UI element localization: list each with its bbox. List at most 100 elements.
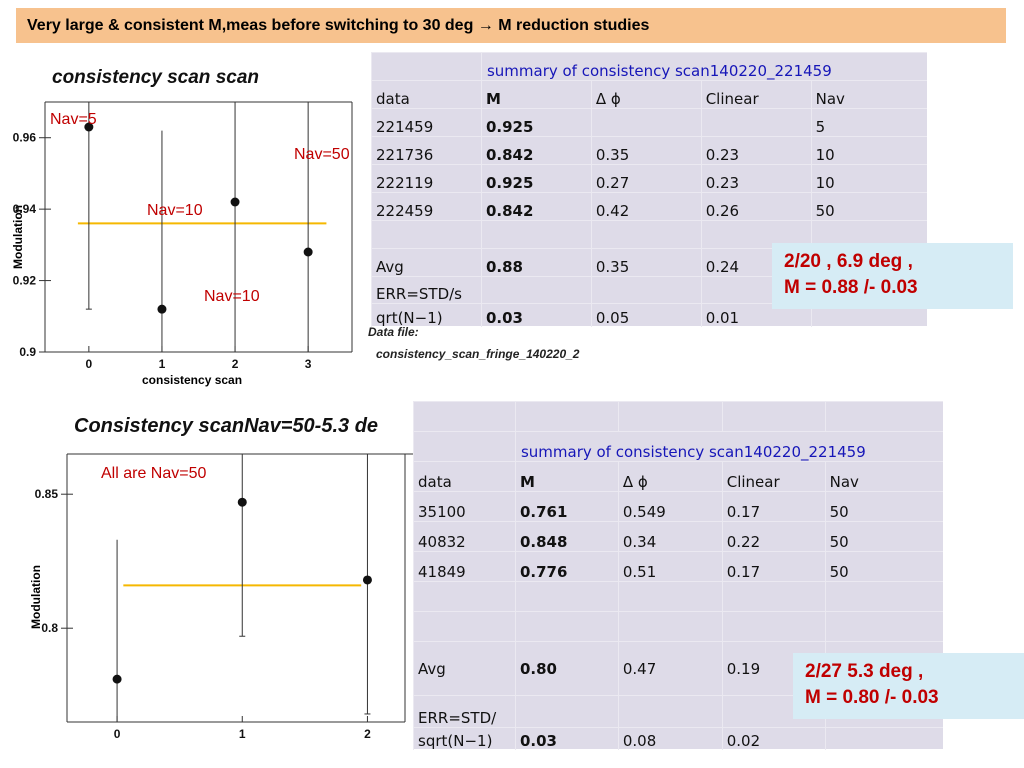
y-tick-label: 0.9 — [19, 345, 36, 359]
cell: 0.842 — [480, 192, 592, 221]
data-file-name: consistency_scan_fringe_140220_2 — [376, 347, 580, 361]
cell: 40832 — [413, 521, 516, 552]
cell: Avg — [371, 248, 482, 277]
data-file-label: Data file: — [368, 325, 419, 339]
summary-box-1: 2/20 , 6.9 deg , M = 0.88 /- 0.03 — [772, 243, 1013, 309]
y-tick-label: 0.85 — [35, 487, 59, 501]
cell: 0.03 — [480, 303, 592, 327]
cell: 0.17 — [721, 491, 826, 522]
cell: 0.05 — [590, 303, 702, 327]
cell: 0.35 — [590, 248, 702, 277]
data-point — [362, 575, 372, 585]
cell: 0.08 — [617, 727, 723, 750]
table-header-row: data M Δ ϕ Clinear Nav — [371, 80, 927, 109]
y-tick-label: 0.94 — [13, 202, 37, 216]
cell: 0.26 — [700, 192, 812, 221]
summary-line-1: 2/20 , 6.9 deg , — [784, 251, 913, 272]
slide-title: Very large & consistent M,meas before sw… — [16, 8, 1006, 43]
cell: 0.23 — [700, 164, 812, 193]
cell: 0.842 — [480, 136, 592, 165]
header-dphi: Δ ϕ — [617, 461, 723, 492]
x-tick-label: 2 — [364, 727, 371, 741]
cell: 0.03 — [514, 727, 619, 750]
summary-line-1: 2/27 5.3 deg , — [805, 661, 924, 682]
cell: 0.549 — [617, 491, 723, 522]
cell: 0.27 — [590, 164, 702, 193]
annotation-nav5: Nav=5 — [50, 111, 97, 128]
table-row: 222459 0.842 0.42 0.26 50 — [371, 192, 927, 221]
cell: 0.34 — [617, 521, 723, 552]
cell: 0.776 — [514, 551, 619, 582]
header-m: M — [480, 80, 592, 109]
cell: 0.47 — [617, 641, 723, 696]
cell: 5 — [810, 108, 927, 137]
y-tick-label: 0.8 — [41, 621, 58, 635]
cell: 0.80 — [514, 641, 619, 696]
cell: 0.35 — [590, 136, 702, 165]
data-point — [237, 497, 247, 507]
consistency-scan-chart: consistency scan scan Modulation consist… — [0, 55, 370, 395]
header-data: data — [371, 80, 482, 109]
err-row: sqrt(N−1) 0.03 0.08 0.02 — [413, 727, 943, 750]
cell: qrt(N−1) — [371, 303, 482, 327]
cell: 10 — [810, 136, 927, 165]
data-point — [230, 197, 240, 207]
table-row: 40832 0.848 0.34 0.22 50 — [413, 521, 943, 552]
cell: 50 — [810, 192, 927, 221]
cell — [700, 108, 812, 137]
x-tick-label: 0 — [114, 727, 121, 741]
table-row: 35100 0.761 0.549 0.17 50 — [413, 491, 943, 522]
cell: 0.01 — [700, 303, 812, 327]
summary-line-2: M = 0.80 /- 0.03 — [805, 687, 939, 708]
y-tick-label: 0.92 — [13, 274, 37, 288]
header-m: M — [514, 461, 619, 492]
cell: ERR=STD/ — [413, 695, 516, 728]
cell: 0.42 — [590, 192, 702, 221]
cell: 0.02 — [721, 727, 826, 750]
cell: 0.17 — [721, 551, 826, 582]
data-point — [112, 674, 122, 684]
cell: 0.23 — [700, 136, 812, 165]
cell: 0.51 — [617, 551, 723, 582]
x-tick-label: 1 — [159, 357, 166, 371]
x-tick-label: 1 — [239, 727, 246, 741]
cell: 35100 — [413, 491, 516, 522]
chart-plot-area: 0.8 0.85 0 1 2 — [35, 453, 413, 741]
data-point — [84, 122, 94, 132]
summary-box-2: 2/27 5.3 deg , M = 0.80 /- 0.03 — [793, 653, 1024, 719]
table-row: 221736 0.842 0.35 0.23 10 — [371, 136, 927, 165]
consistency-scan-nav50-chart: Consistency scanNav=50-5.3 de Modulation… — [0, 410, 420, 768]
annotation-nav50: Nav=50 — [294, 146, 350, 163]
table-row: 222119 0.925 0.27 0.23 10 — [371, 164, 927, 193]
annotation-nav10-a: Nav=10 — [147, 202, 203, 219]
cell: 50 — [824, 551, 943, 582]
cell: 50 — [824, 491, 943, 522]
cell: 0.761 — [514, 491, 619, 522]
err-row: qrt(N−1) 0.03 0.05 0.01 — [371, 303, 927, 327]
cell: 0.848 — [514, 521, 619, 552]
chart-plot-area: 0.9 0.92 0.94 0.96 0 1 2 3 — [13, 101, 353, 371]
cell: 222119 — [371, 164, 482, 193]
cell: 0.925 — [480, 108, 592, 137]
cell: ERR=STD/s — [371, 276, 482, 304]
table-title: summary of consistency scan140220_221459 — [480, 52, 927, 81]
cell: 50 — [824, 521, 943, 552]
summary-table-2: summary of consistency scan140220_221459… — [413, 401, 943, 750]
cell — [824, 727, 943, 750]
cell: 10 — [810, 164, 927, 193]
annotation-all-nav50: All are Nav=50 — [101, 465, 207, 482]
header-nav: Nav — [824, 461, 943, 492]
x-axis-label: consistency scan — [142, 373, 243, 387]
cell — [590, 108, 702, 137]
cell: 0.88 — [480, 248, 592, 277]
cell: Avg — [413, 641, 516, 696]
header-nav: Nav — [810, 80, 927, 109]
cell: 221459 — [371, 108, 482, 137]
table-title: summary of consistency scan140220_221459 — [514, 431, 943, 462]
data-point — [157, 304, 167, 314]
cell: 41849 — [413, 551, 516, 582]
table-row: 41849 0.776 0.51 0.17 50 — [413, 551, 943, 582]
chart-title: consistency scan scan — [52, 67, 259, 88]
header-clinear: Clinear — [700, 80, 812, 109]
x-tick-label: 3 — [305, 357, 312, 371]
